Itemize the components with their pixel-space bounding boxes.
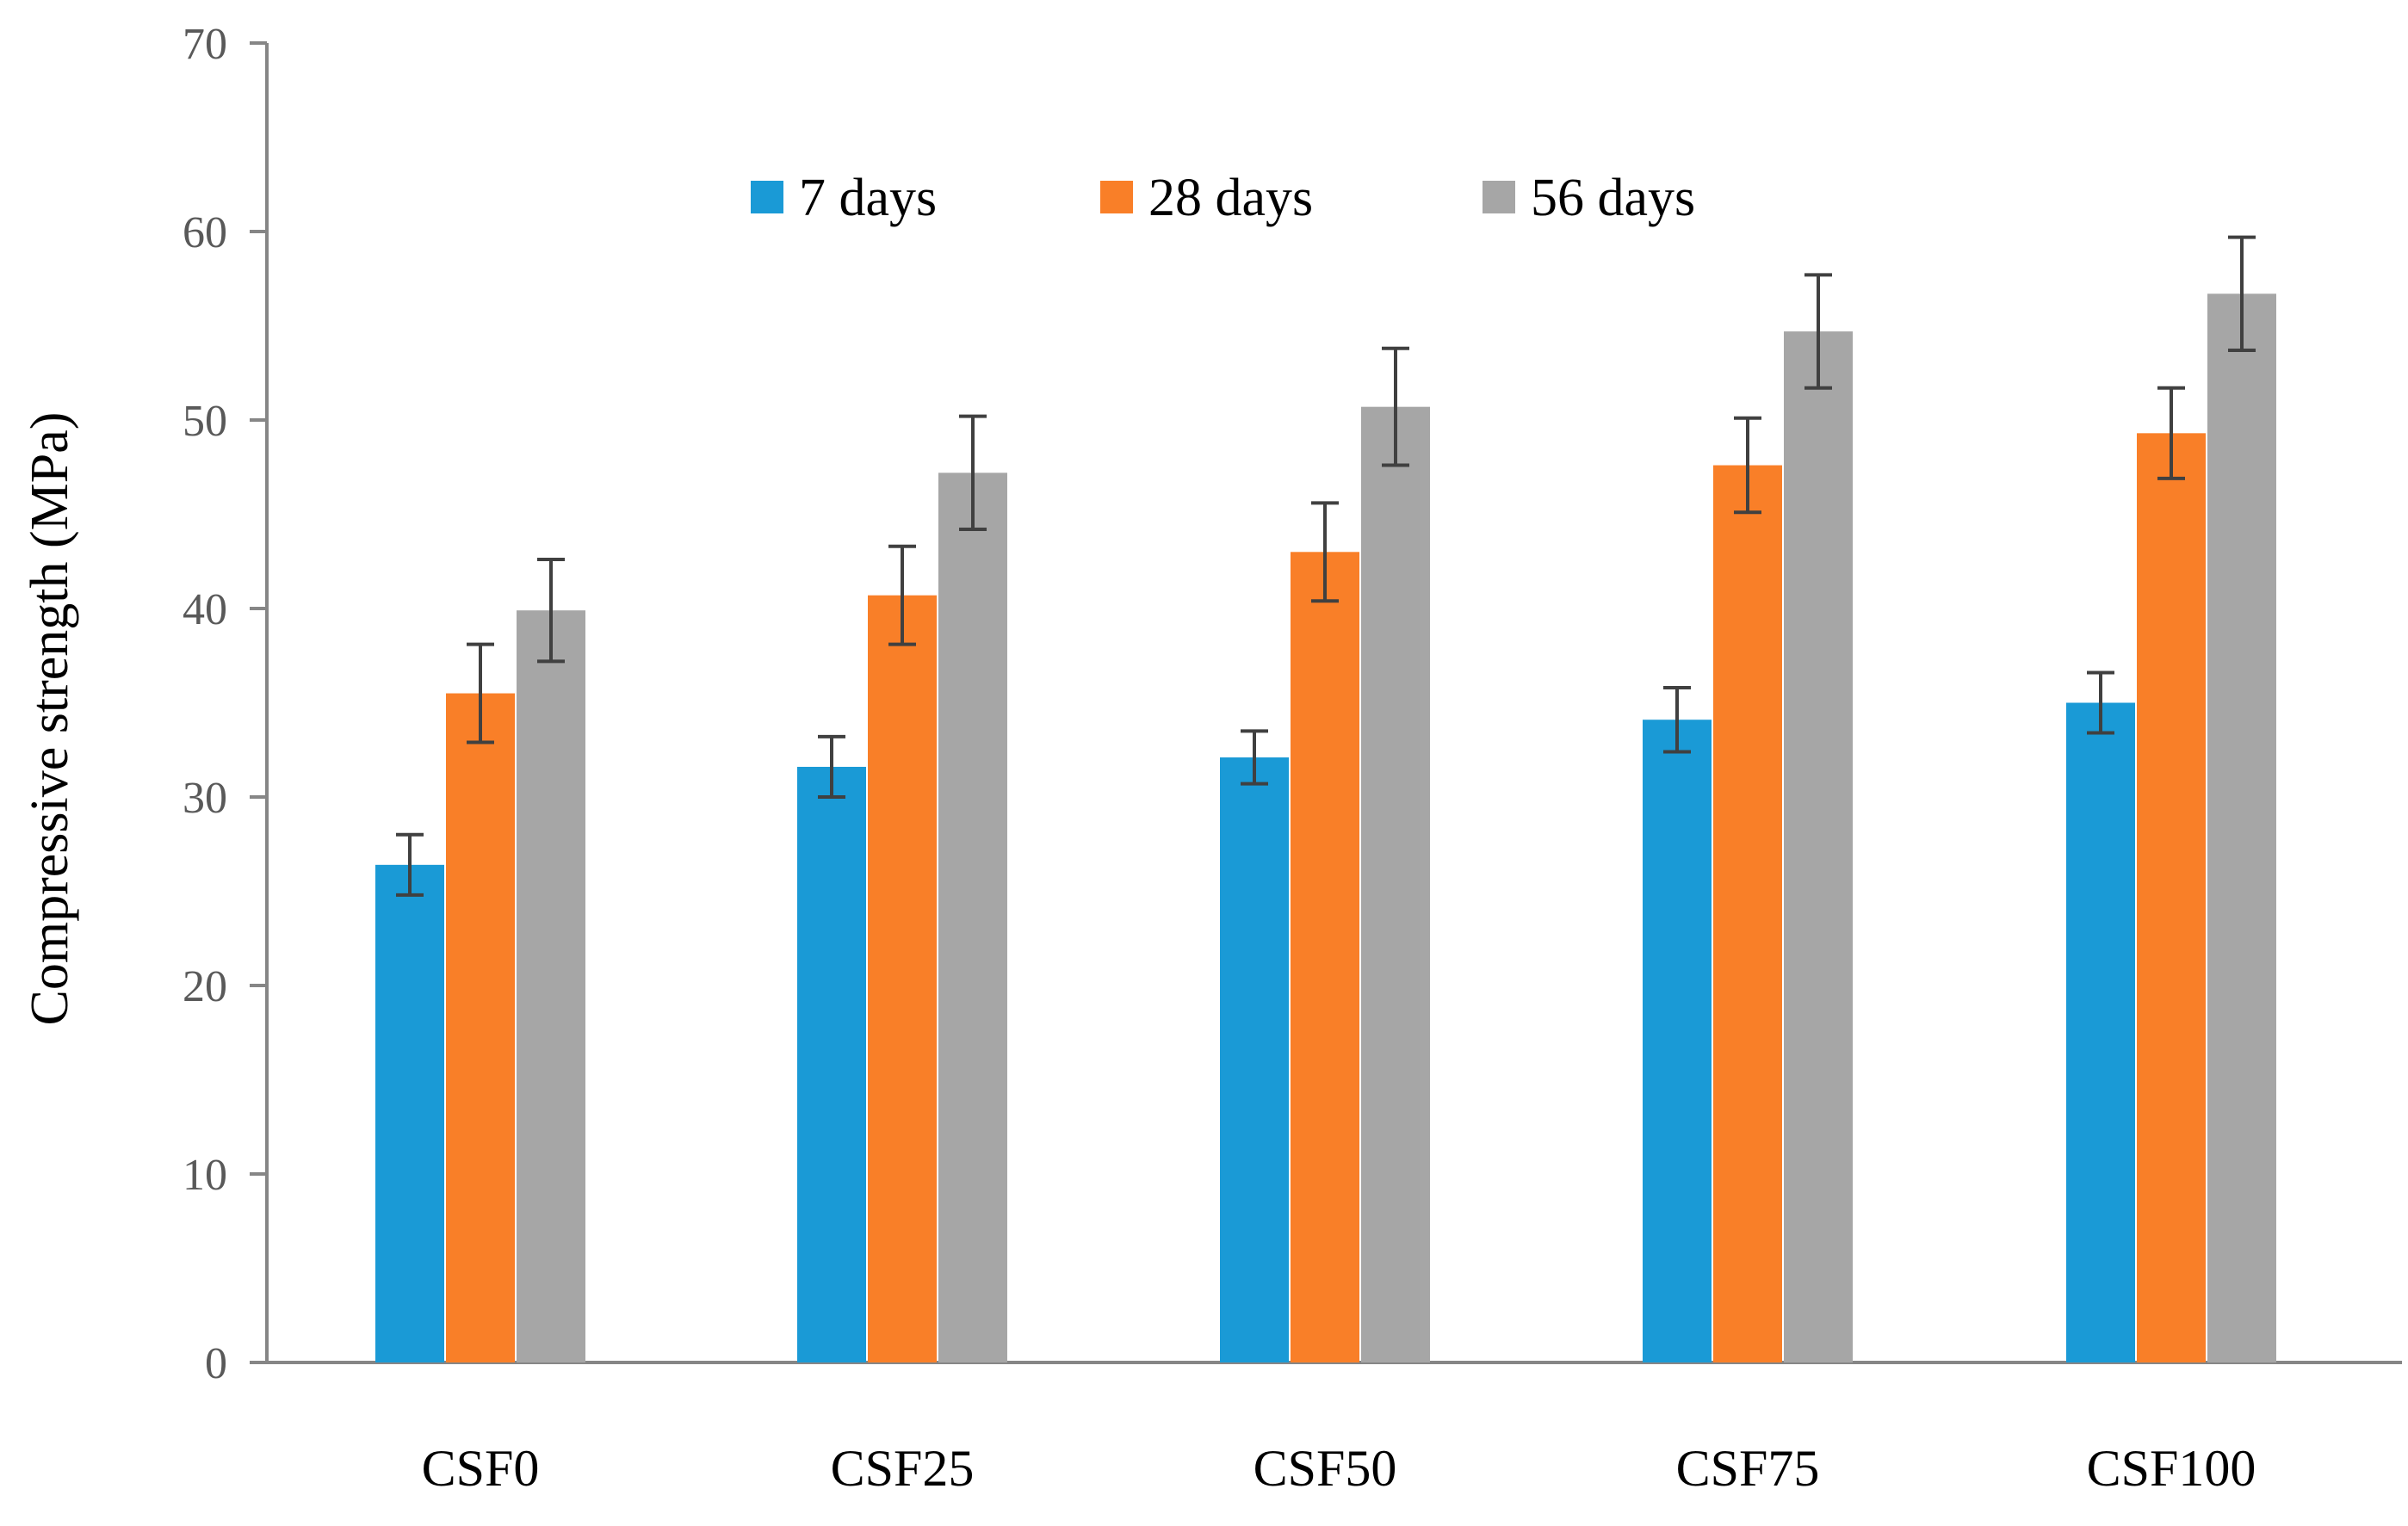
y-tick-label: 0 [205,1339,227,1388]
bar-csf100-28-days [2137,433,2206,1363]
category-labels: CSF0 CSF25 CSF50 CSF75 CSF100 [422,1440,2256,1497]
category-label: CSF25 [831,1440,975,1497]
legend-swatch [751,181,783,213]
legend-swatch [1483,181,1515,213]
y-ticks: 0 10 20 30 40 50 60 70 [183,20,267,1388]
bar-csf100-56-days [2207,293,2276,1362]
category-label: CSF50 [1254,1440,1397,1497]
legend: 7 days 28 days 56 days [751,169,1695,227]
bar-csf50-56-days [1361,406,1430,1362]
bar-csf25-56-days [938,473,1007,1362]
legend-label: 28 days [1148,169,1313,227]
legend-label: 56 days [1531,169,1695,227]
y-tick-label: 60 [183,208,227,257]
legend-label: 7 days [799,169,937,227]
bar-csf0-28-days [446,693,515,1362]
y-tick-label: 40 [183,585,227,634]
bar-csf0-7-days [375,864,444,1362]
bars-layer [375,293,2276,1363]
y-tick-label: 10 [183,1151,227,1200]
bar-csf50-7-days [1220,757,1289,1362]
bar-csf0-56-days [517,610,585,1362]
y-tick-label: 50 [183,397,227,446]
bar-csf75-7-days [1643,720,1712,1362]
y-axis-title: Compressive strength (MPa) [21,412,79,1026]
legend-swatch [1100,181,1133,213]
bar-csf50-28-days [1291,552,1359,1362]
bar-csf75-56-days [1784,331,1853,1362]
category-label: CSF0 [422,1440,540,1497]
y-tick-label: 70 [183,20,227,69]
bar-csf25-28-days [868,595,937,1362]
error-bars-layer [396,235,2256,897]
bar-csf75-28-days [1713,465,1782,1362]
bar-csf100-7-days [2066,702,2135,1362]
y-tick-label: 20 [183,962,227,1011]
category-label: CSF100 [2087,1440,2256,1497]
category-label: CSF75 [1676,1440,1820,1497]
y-tick-label: 30 [183,774,227,823]
bar-csf25-7-days [797,766,866,1362]
